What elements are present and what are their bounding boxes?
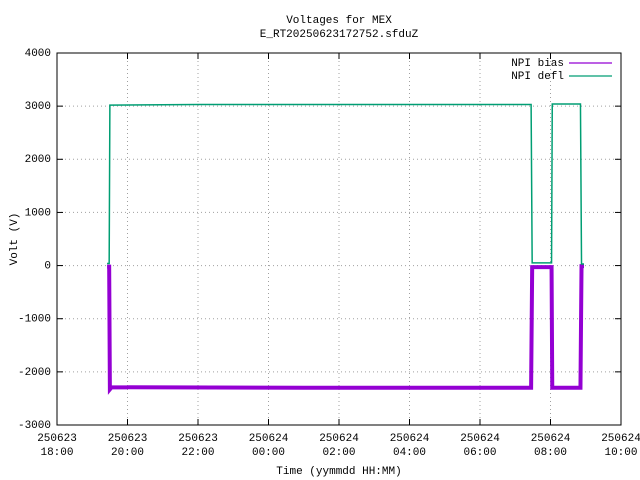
y-axis-label: Volt (V) [9,213,21,266]
x-tick-label: 250624 [531,433,571,445]
chart-title: Voltages for MEX [286,15,392,27]
y-tick-label: 0 [44,260,51,272]
x-tick-label: 250623 [37,433,77,445]
x-tick-label: 04:00 [393,447,426,459]
y-tick-label: 2000 [25,154,51,166]
x-tick-label: 250624 [249,433,289,445]
series-line [107,264,584,395]
y-tick-label: -3000 [18,420,51,432]
x-tick-label: 250624 [319,433,359,445]
x-tick-label: 22:00 [181,447,214,459]
x-tick-label: 18:00 [40,447,73,459]
y-tick-label: -1000 [18,314,51,326]
x-axis-label: Time (yymmdd HH:MM) [276,466,401,478]
x-tick-label: 250623 [108,433,148,445]
x-tick-label: 250623 [178,433,218,445]
x-tick-label: 08:00 [534,447,567,459]
series-line [107,103,584,265]
x-tick-label: 02:00 [322,447,355,459]
x-tick-label: 20:00 [111,447,144,459]
x-tick-label: 10:00 [604,447,637,459]
x-tick-label: 06:00 [463,447,496,459]
legend-label: NPI defl [511,71,564,83]
y-tick-label: -2000 [18,367,51,379]
y-tick-label: 1000 [25,207,51,219]
x-tick-label: 250624 [460,433,500,445]
x-tick-label: 250624 [601,433,640,445]
y-tick-label: 4000 [25,48,51,60]
x-tick-label: 00:00 [252,447,285,459]
plot-frame [56,52,622,426]
legend-label: NPI bias [511,58,564,70]
chart-subtitle: E_RT20250623172752.sfduZ [260,29,419,41]
x-tick-label: 250624 [390,433,430,445]
y-tick-label: 3000 [25,101,51,113]
